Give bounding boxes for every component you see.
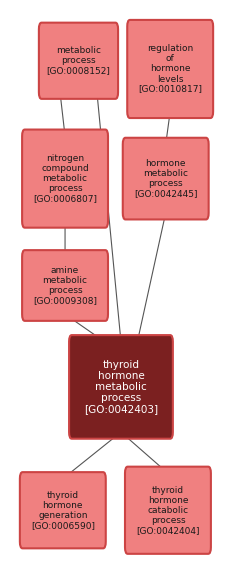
Text: amine
metabolic
process
[GO:0009308]: amine metabolic process [GO:0009308] xyxy=(33,266,97,305)
Text: nitrogen
compound
metabolic
process
[GO:0006807]: nitrogen compound metabolic process [GO:… xyxy=(33,154,97,203)
FancyBboxPatch shape xyxy=(20,472,106,548)
FancyBboxPatch shape xyxy=(69,335,173,439)
FancyBboxPatch shape xyxy=(123,138,209,219)
Text: thyroid
hormone
generation
[GO:0006590]: thyroid hormone generation [GO:0006590] xyxy=(31,490,95,530)
Text: thyroid
hormone
catabolic
process
[GO:0042404]: thyroid hormone catabolic process [GO:00… xyxy=(136,486,200,535)
Text: metabolic
process
[GO:0008152]: metabolic process [GO:0008152] xyxy=(47,46,110,75)
FancyBboxPatch shape xyxy=(22,250,108,321)
FancyBboxPatch shape xyxy=(127,20,213,118)
Text: regulation
of
hormone
levels
[GO:0010817]: regulation of hormone levels [GO:0010817… xyxy=(138,45,202,94)
FancyBboxPatch shape xyxy=(22,130,108,228)
Text: thyroid
hormone
metabolic
process
[GO:0042403]: thyroid hormone metabolic process [GO:00… xyxy=(84,360,158,415)
Text: hormone
metabolic
process
[GO:0042445]: hormone metabolic process [GO:0042445] xyxy=(134,159,197,198)
FancyBboxPatch shape xyxy=(39,23,118,99)
FancyBboxPatch shape xyxy=(125,467,211,554)
